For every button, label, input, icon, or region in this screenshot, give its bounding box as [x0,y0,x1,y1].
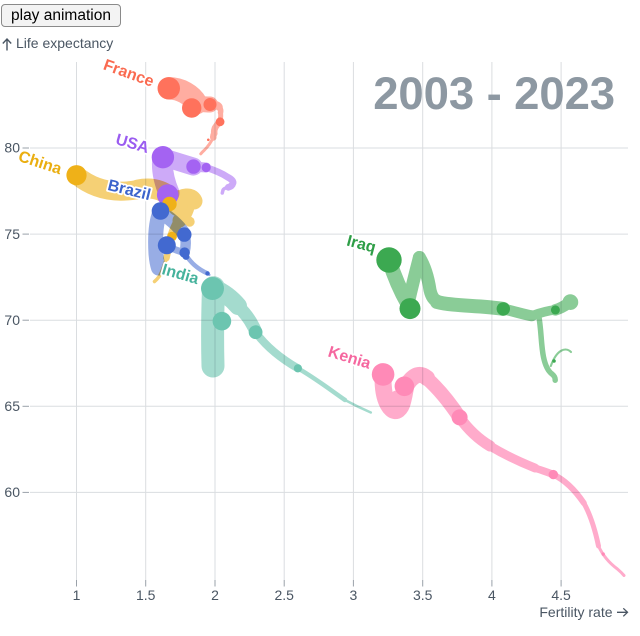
svg-text:4.5: 4.5 [551,587,571,603]
svg-text:China: China [16,148,64,178]
svg-text:2.5: 2.5 [274,587,294,603]
svg-text:65: 65 [4,398,20,414]
svg-text:Iraq: Iraq [345,233,378,257]
svg-text:Kenia: Kenia [326,344,373,373]
svg-text:60: 60 [4,484,20,500]
svg-text:4: 4 [488,587,496,603]
svg-text:3: 3 [350,587,358,603]
svg-text:1: 1 [73,587,81,603]
svg-text:70: 70 [4,312,20,328]
svg-text:Life expectancy: Life expectancy [16,35,113,51]
svg-text:80: 80 [4,140,20,156]
svg-text:1.5: 1.5 [136,587,156,603]
svg-text:3.5: 3.5 [413,587,433,603]
svg-text:75: 75 [4,226,20,242]
svg-text:2: 2 [211,587,219,603]
svg-text:Fertility rate: Fertility rate [539,604,612,620]
svg-text:France: France [101,57,156,91]
svg-text:2003 - 2023: 2003 - 2023 [373,68,615,119]
